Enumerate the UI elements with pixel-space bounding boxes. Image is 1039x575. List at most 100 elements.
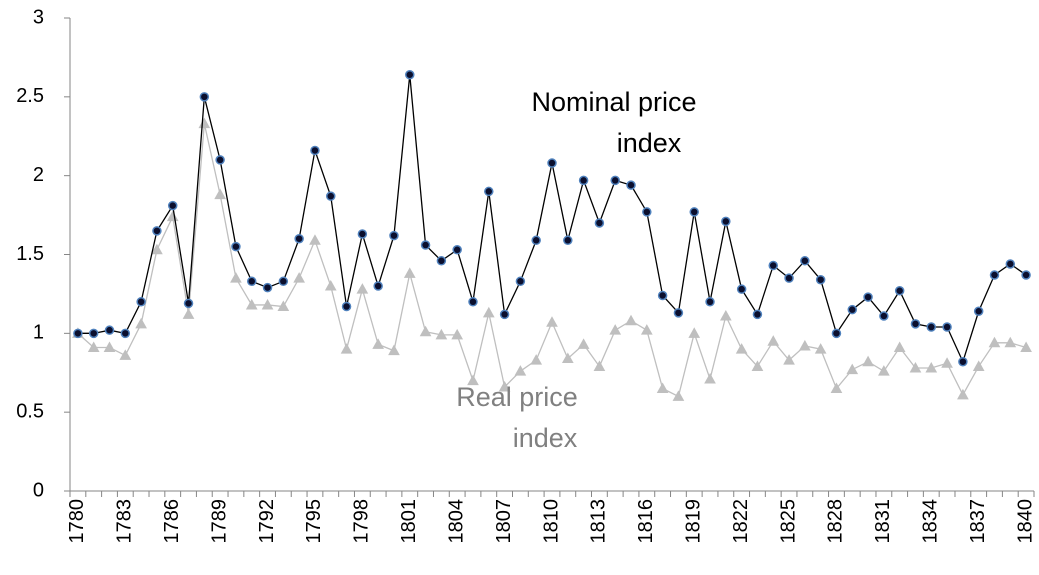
point [657,290,668,301]
point [594,218,605,228]
x-tick-label: 1792 [256,499,278,544]
x-tick-label: 1834 [920,499,942,544]
point [167,200,178,211]
x-tick-label: 1840 [1014,499,1036,544]
point [104,325,115,335]
x-tick-label: 1798 [351,499,373,544]
point [419,325,432,337]
point [626,180,636,190]
point [942,322,952,332]
point [578,175,589,186]
point [152,226,162,236]
point [452,245,462,255]
point [467,374,479,386]
y-tick-label: 1 [33,322,44,344]
point [120,328,131,339]
point [958,356,968,367]
point [166,210,179,222]
point [151,243,163,255]
point [910,319,921,329]
point [451,328,464,340]
point [1005,259,1016,269]
point [800,256,810,266]
x-tick-label: 1804 [445,499,467,544]
point [625,314,637,326]
point [436,256,447,266]
point [735,343,748,354]
point [814,343,827,354]
point [498,380,511,392]
point [547,158,557,168]
point [230,272,242,283]
x-tick-label: 1819 [683,499,705,544]
y-tick-label: 1.5 [16,243,44,265]
point [119,349,132,360]
point [340,343,353,354]
point [278,276,289,287]
point [326,191,336,201]
point [87,341,100,353]
x-tick-label: 1786 [161,499,183,544]
point [468,297,478,307]
point [561,352,574,364]
annotation: Real price [456,382,578,412]
point [768,260,778,271]
point [784,273,794,283]
point [531,235,541,246]
point [499,309,510,320]
point [610,175,620,186]
point [893,341,906,353]
point [183,298,194,309]
point [514,365,527,376]
x-tick-label: 1831 [872,499,894,544]
point [103,341,116,353]
point [324,280,337,291]
point [640,324,653,335]
point [1020,341,1032,353]
point [182,308,195,319]
point [245,298,258,310]
point [310,145,320,156]
point [546,316,558,327]
point [577,338,590,349]
annotation: Nominal price [531,87,696,117]
point [909,361,922,373]
point [673,308,684,318]
x-tick-label: 1837 [967,499,989,544]
point [88,328,99,339]
point [925,361,938,373]
x-tick-label: 1801 [398,499,420,544]
point [672,390,685,401]
point [294,233,304,244]
x-tick-label: 1789 [208,499,230,544]
point [767,335,780,346]
point [357,229,368,239]
y-tick-label: 2 [33,164,44,186]
point [689,207,699,217]
x-tick-label: 1807 [493,499,515,544]
point [135,317,147,329]
point [356,283,369,294]
point [719,309,732,321]
point [926,322,937,332]
point [388,344,400,356]
point [688,327,701,338]
point [482,306,495,318]
point [705,297,715,307]
point [704,373,716,384]
x-tick-label: 1816 [635,499,657,544]
point [847,304,858,315]
point [214,188,226,200]
point [879,311,889,321]
point [277,300,290,312]
point [73,328,83,339]
point [609,324,622,335]
point [309,234,321,245]
point [972,360,985,371]
point [262,282,273,293]
point [878,365,890,376]
point [293,272,305,283]
y-tick-label: 2.5 [16,85,44,107]
point [863,292,873,302]
